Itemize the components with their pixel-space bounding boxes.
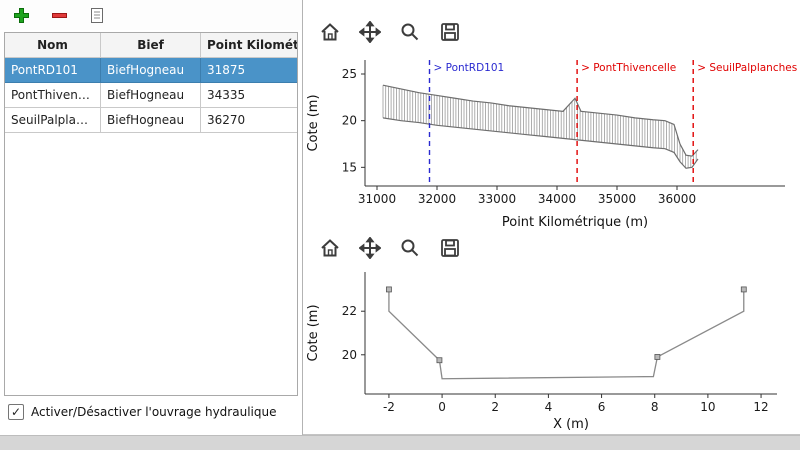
zoom-button[interactable] [399, 237, 421, 259]
pan-button[interactable] [359, 21, 381, 43]
data-marker [386, 286, 392, 293]
x-tick-label: 33000 [478, 192, 516, 206]
zoom-button[interactable] [399, 21, 421, 43]
column-header-bief[interactable]: Bief [101, 33, 201, 58]
table-cell[interactable]: 31875 [201, 58, 297, 83]
column-header-pk[interactable]: Point Kilométrique [201, 33, 297, 58]
status-bar [0, 435, 800, 450]
x-tick-label: 2 [491, 400, 499, 414]
table-cell[interactable]: PontRD101 [5, 58, 101, 83]
table-row[interactable]: PontThivencelle BiefHogneau 34335 [5, 83, 297, 108]
x-tick-label: 34000 [538, 192, 576, 206]
x-tick-label: 31000 [358, 192, 396, 206]
column-header-nom[interactable]: Nom [5, 33, 101, 58]
move-icon [359, 237, 381, 259]
y-axis-label: Cote (m) [306, 94, 321, 151]
save-button[interactable] [439, 237, 461, 259]
x-tick-label: 35000 [598, 192, 636, 206]
add-structure-button[interactable] [10, 4, 32, 26]
y-tick-label: 20 [342, 114, 357, 128]
table-cell[interactable]: 36270 [201, 108, 297, 133]
activate-structure-row: ✓ Activer/Désactiver l'ouvrage hydrauliq… [0, 396, 302, 420]
home-button[interactable] [319, 237, 341, 259]
table-empty-area [5, 133, 297, 395]
document-icon [91, 7, 103, 23]
structures-panel: Nom Bief Point Kilométrique PontRD101Bie… [0, 0, 303, 435]
series-bed [382, 117, 699, 169]
table-cell[interactable]: BiefHogneau [101, 83, 201, 108]
table-row[interactable]: SeuilPalplanchesBiefHogneau36270 [5, 108, 297, 133]
x-tick-label: 0 [438, 400, 446, 414]
activate-structure-checkbox[interactable]: ✓ [8, 404, 24, 420]
table-cell[interactable]: BiefHogneau [101, 58, 201, 83]
section-plot-toolbar [303, 232, 800, 264]
table-cell[interactable]: SeuilPalplanches [5, 108, 101, 133]
right-filler [303, 434, 800, 435]
profile-plot-toolbar [303, 16, 800, 48]
x-tick-label: 8 [651, 400, 659, 414]
y-tick-label: 20 [342, 348, 357, 362]
main-area: Nom Bief Point Kilométrique PontRD101Bie… [0, 0, 800, 435]
remove-structure-button[interactable] [48, 4, 70, 26]
x-axis-label: X (m) [553, 417, 589, 432]
table-cell[interactable]: BiefHogneau [101, 108, 201, 133]
move-icon [359, 21, 381, 43]
x-tick-label: 12 [753, 400, 768, 414]
series-crest [382, 84, 699, 157]
structures-toolbar [0, 0, 302, 30]
data-marker [654, 354, 661, 360]
table-header-row: Nom Bief Point Kilométrique [5, 33, 297, 58]
annotation-label: > SeuilPalplanches [697, 62, 797, 74]
save-icon [441, 239, 459, 257]
minus-icon [51, 12, 67, 18]
data-marker [740, 286, 747, 293]
pan-button[interactable] [359, 237, 381, 259]
y-tick-label: 15 [342, 160, 357, 174]
x-tick-label: 36000 [658, 192, 696, 206]
data-marker [436, 357, 443, 364]
magnifier-icon [401, 239, 419, 257]
y-tick-label: 22 [342, 304, 357, 318]
save-icon [441, 23, 459, 41]
magnifier-icon [401, 23, 419, 41]
table-body: PontRD101 BiefHogneau 31875 PontThivencelle… [5, 58, 297, 133]
home-icon [321, 239, 339, 257]
series-section [388, 289, 745, 380]
plots-panel: > PontRD101 > PontThivencelle > SeuilPalpl… [303, 0, 800, 435]
save-button[interactable] [439, 21, 461, 43]
x-tick-label: -2 [383, 400, 395, 414]
x-tick-label: 4 [545, 400, 553, 414]
x-tick-label: 10 [700, 400, 715, 414]
cross-section-chart[interactable]: -2 0 2 4 6 8 10 12 20 22 X (m) Cote (m) [303, 264, 797, 434]
home-button[interactable] [319, 21, 341, 43]
activate-structure-label: Activer/Désactiver l'ouvrage hydraulique [31, 405, 277, 419]
plus-icon [13, 7, 29, 23]
annotation-label: > PontThivencelle [581, 62, 676, 74]
report-button[interactable] [86, 4, 108, 26]
x-tick-label: 6 [598, 400, 606, 414]
y-tick-label: 25 [342, 67, 357, 81]
table-row[interactable]: PontRD101 BiefHogneau 31875 [5, 58, 297, 83]
table-cell[interactable]: 34335 [201, 83, 297, 108]
profile-chart[interactable]: > PontRD101 > PontThivencelle > SeuilPalpl… [303, 48, 797, 232]
y-axis-label: Cote (m) [306, 304, 321, 361]
table-cell[interactable]: PontThivencelle [5, 83, 101, 108]
annotation-label: > PontRD101 [434, 62, 505, 74]
home-icon [321, 23, 339, 41]
x-axis-label: Point Kilométrique (m) [502, 215, 648, 230]
structures-table: Nom Bief Point Kilométrique PontRD101Bie… [4, 32, 298, 396]
x-tick-label: 32000 [418, 192, 456, 206]
